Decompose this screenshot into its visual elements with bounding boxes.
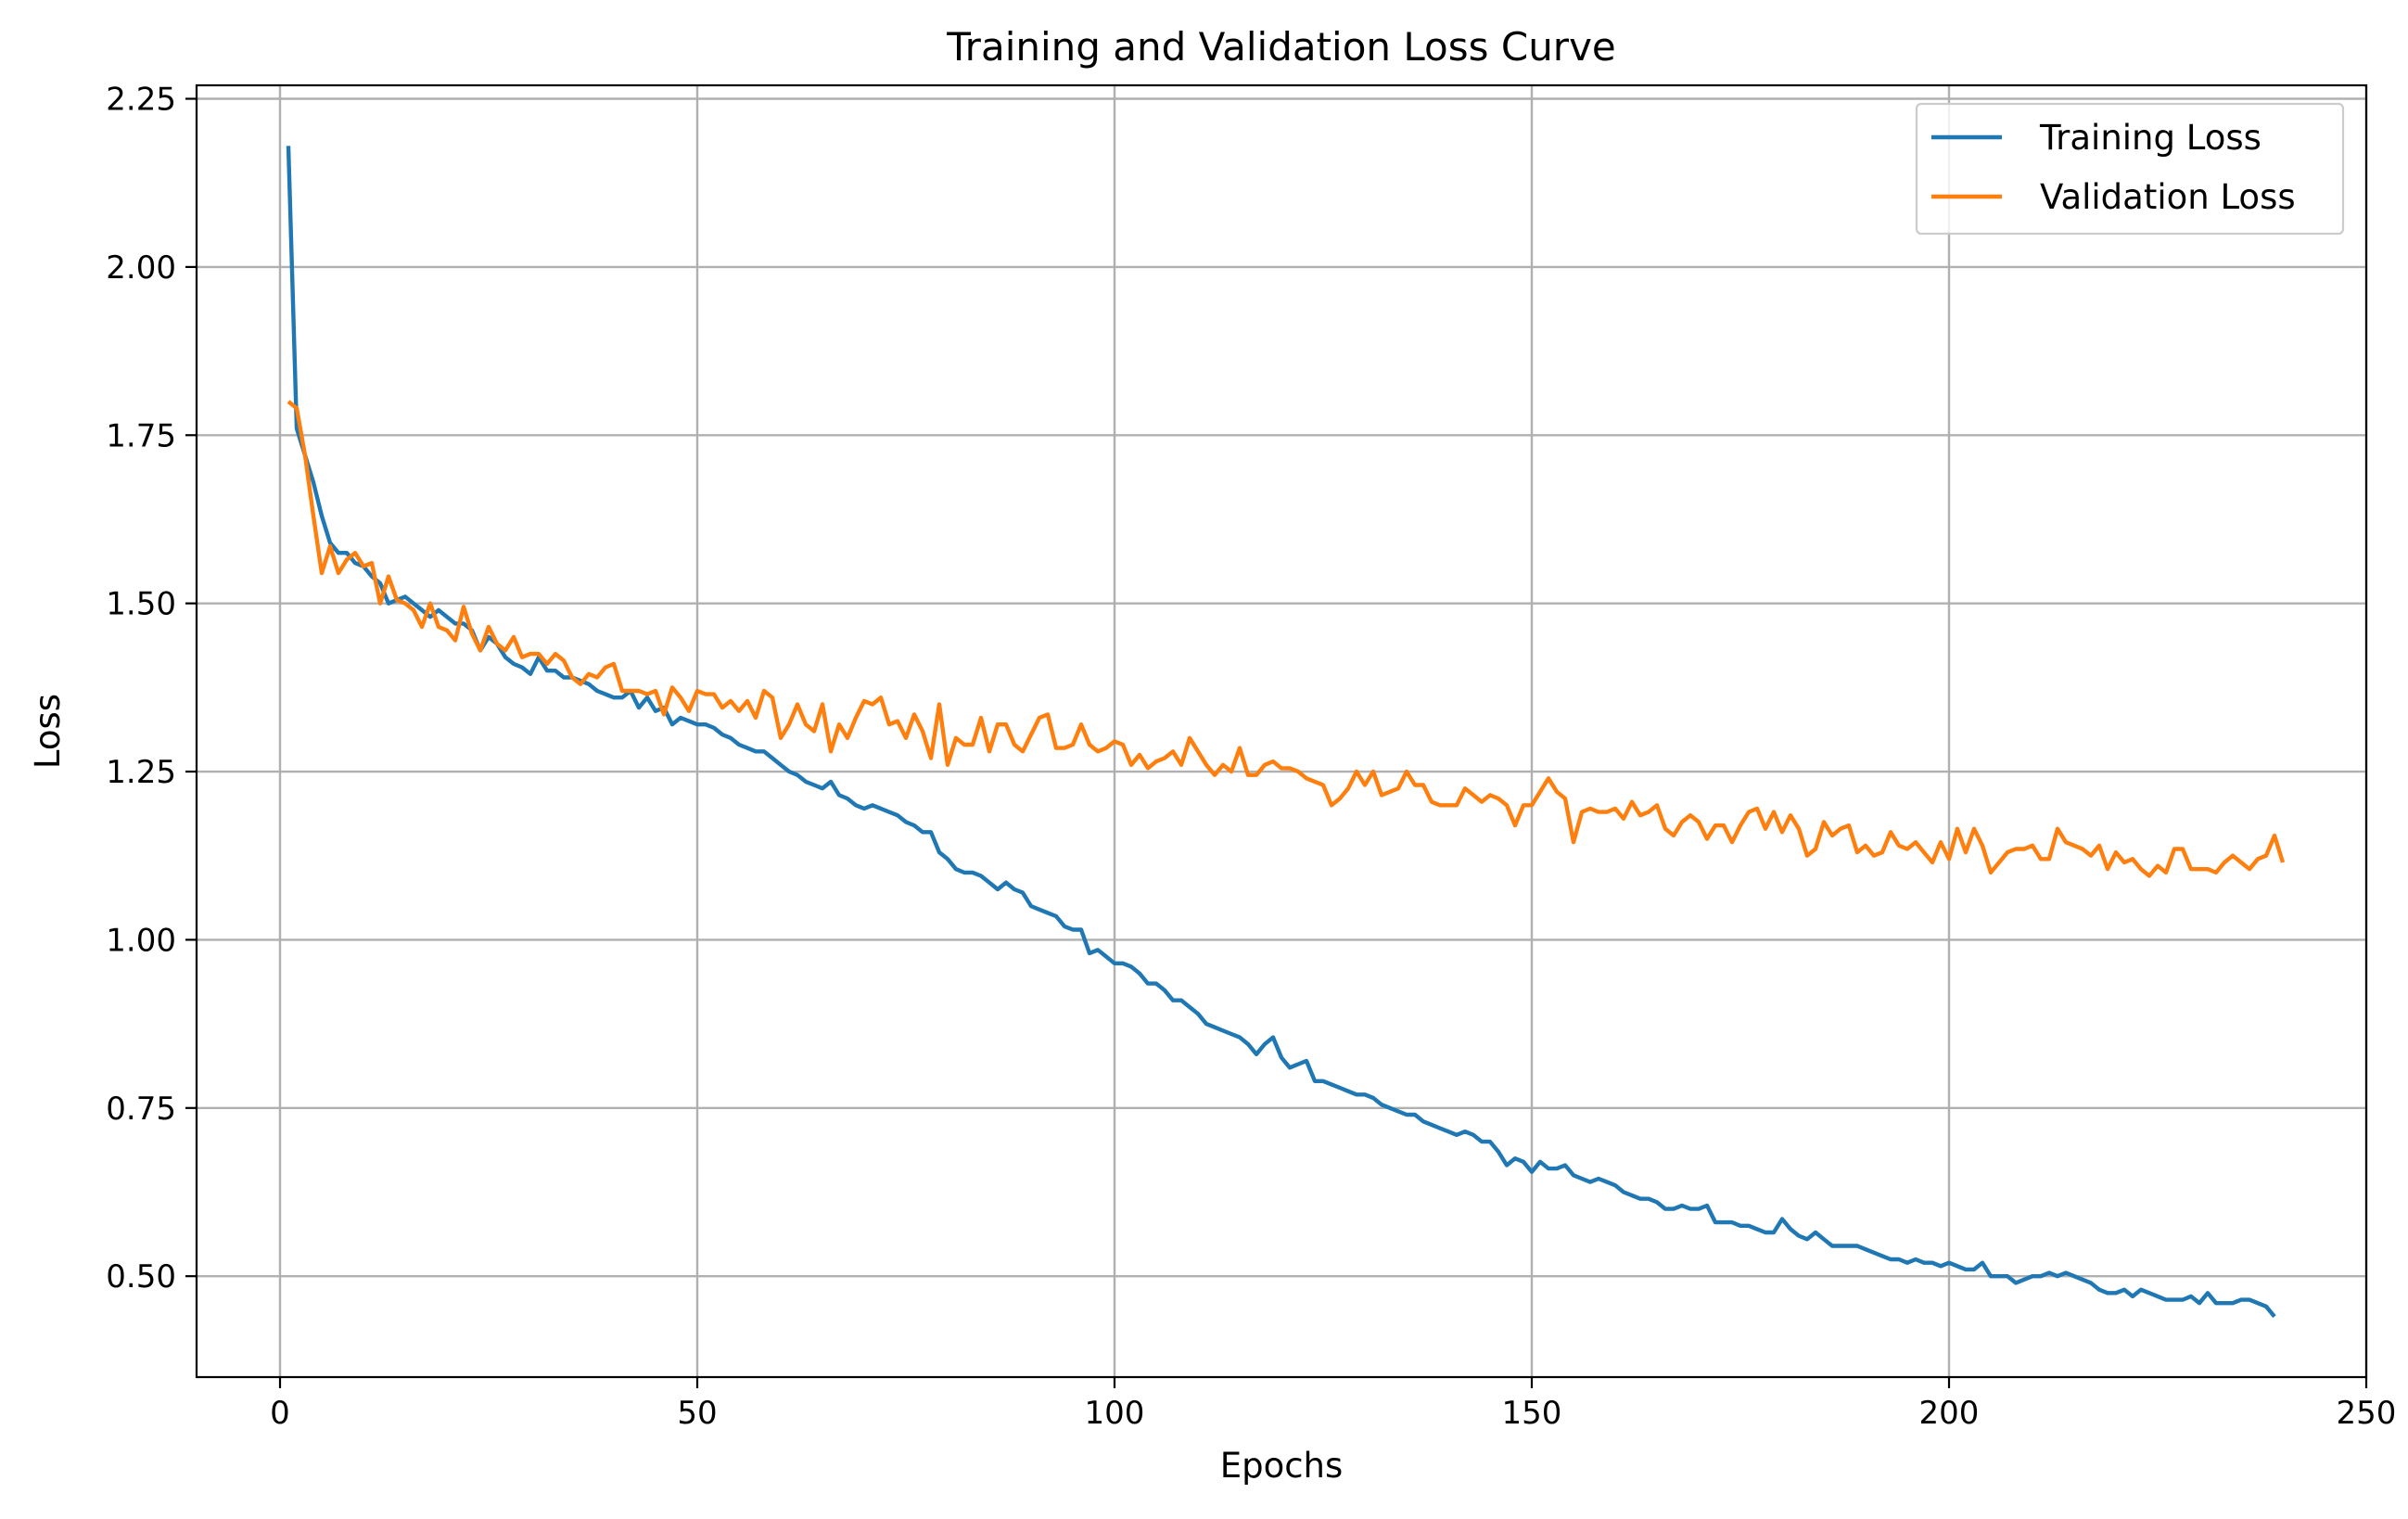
x-tick-label: 250 <box>2337 1395 2397 1432</box>
y-tick-label: 0.50 <box>106 1258 176 1296</box>
series-layer <box>286 146 2286 1319</box>
axis-ticks: 0 50 100 150 200 250 0.50 0.75 1.00 1.25 1.50 1.75 2… <box>106 82 2396 1432</box>
legend-box <box>1915 102 2345 236</box>
y-tick-label: 1.50 <box>106 586 176 623</box>
grid-lines <box>197 85 2368 1377</box>
y-tick-label: 1.00 <box>106 922 176 959</box>
x-axis-label: Epochs <box>1220 1446 1344 1486</box>
x-tick-label: 200 <box>1919 1395 1980 1432</box>
y-tick-label: 1.75 <box>106 417 176 454</box>
y-axis-label: Loss <box>28 694 68 769</box>
training-loss-line <box>286 146 2276 1319</box>
chart-title: Training and Validation Loss Curve <box>946 24 1616 70</box>
y-tick-label: 0.75 <box>106 1091 176 1128</box>
y-tick-label: 1.25 <box>106 754 176 791</box>
y-tick-label: 2.00 <box>106 249 176 287</box>
legend-label: Validation Loss <box>2040 177 2296 217</box>
x-tick-label: 50 <box>677 1395 717 1432</box>
validation-loss-line <box>287 400 2286 878</box>
legend-label: Training Loss <box>2039 118 2261 158</box>
legend: Training Loss Validation Loss <box>1915 102 2345 236</box>
plot-frame <box>195 83 2368 1379</box>
x-tick-label: 100 <box>1085 1395 1145 1432</box>
x-tick-label: 0 <box>270 1395 290 1432</box>
x-tick-label: 150 <box>1502 1395 1562 1432</box>
y-tick-label: 2.25 <box>106 82 176 119</box>
